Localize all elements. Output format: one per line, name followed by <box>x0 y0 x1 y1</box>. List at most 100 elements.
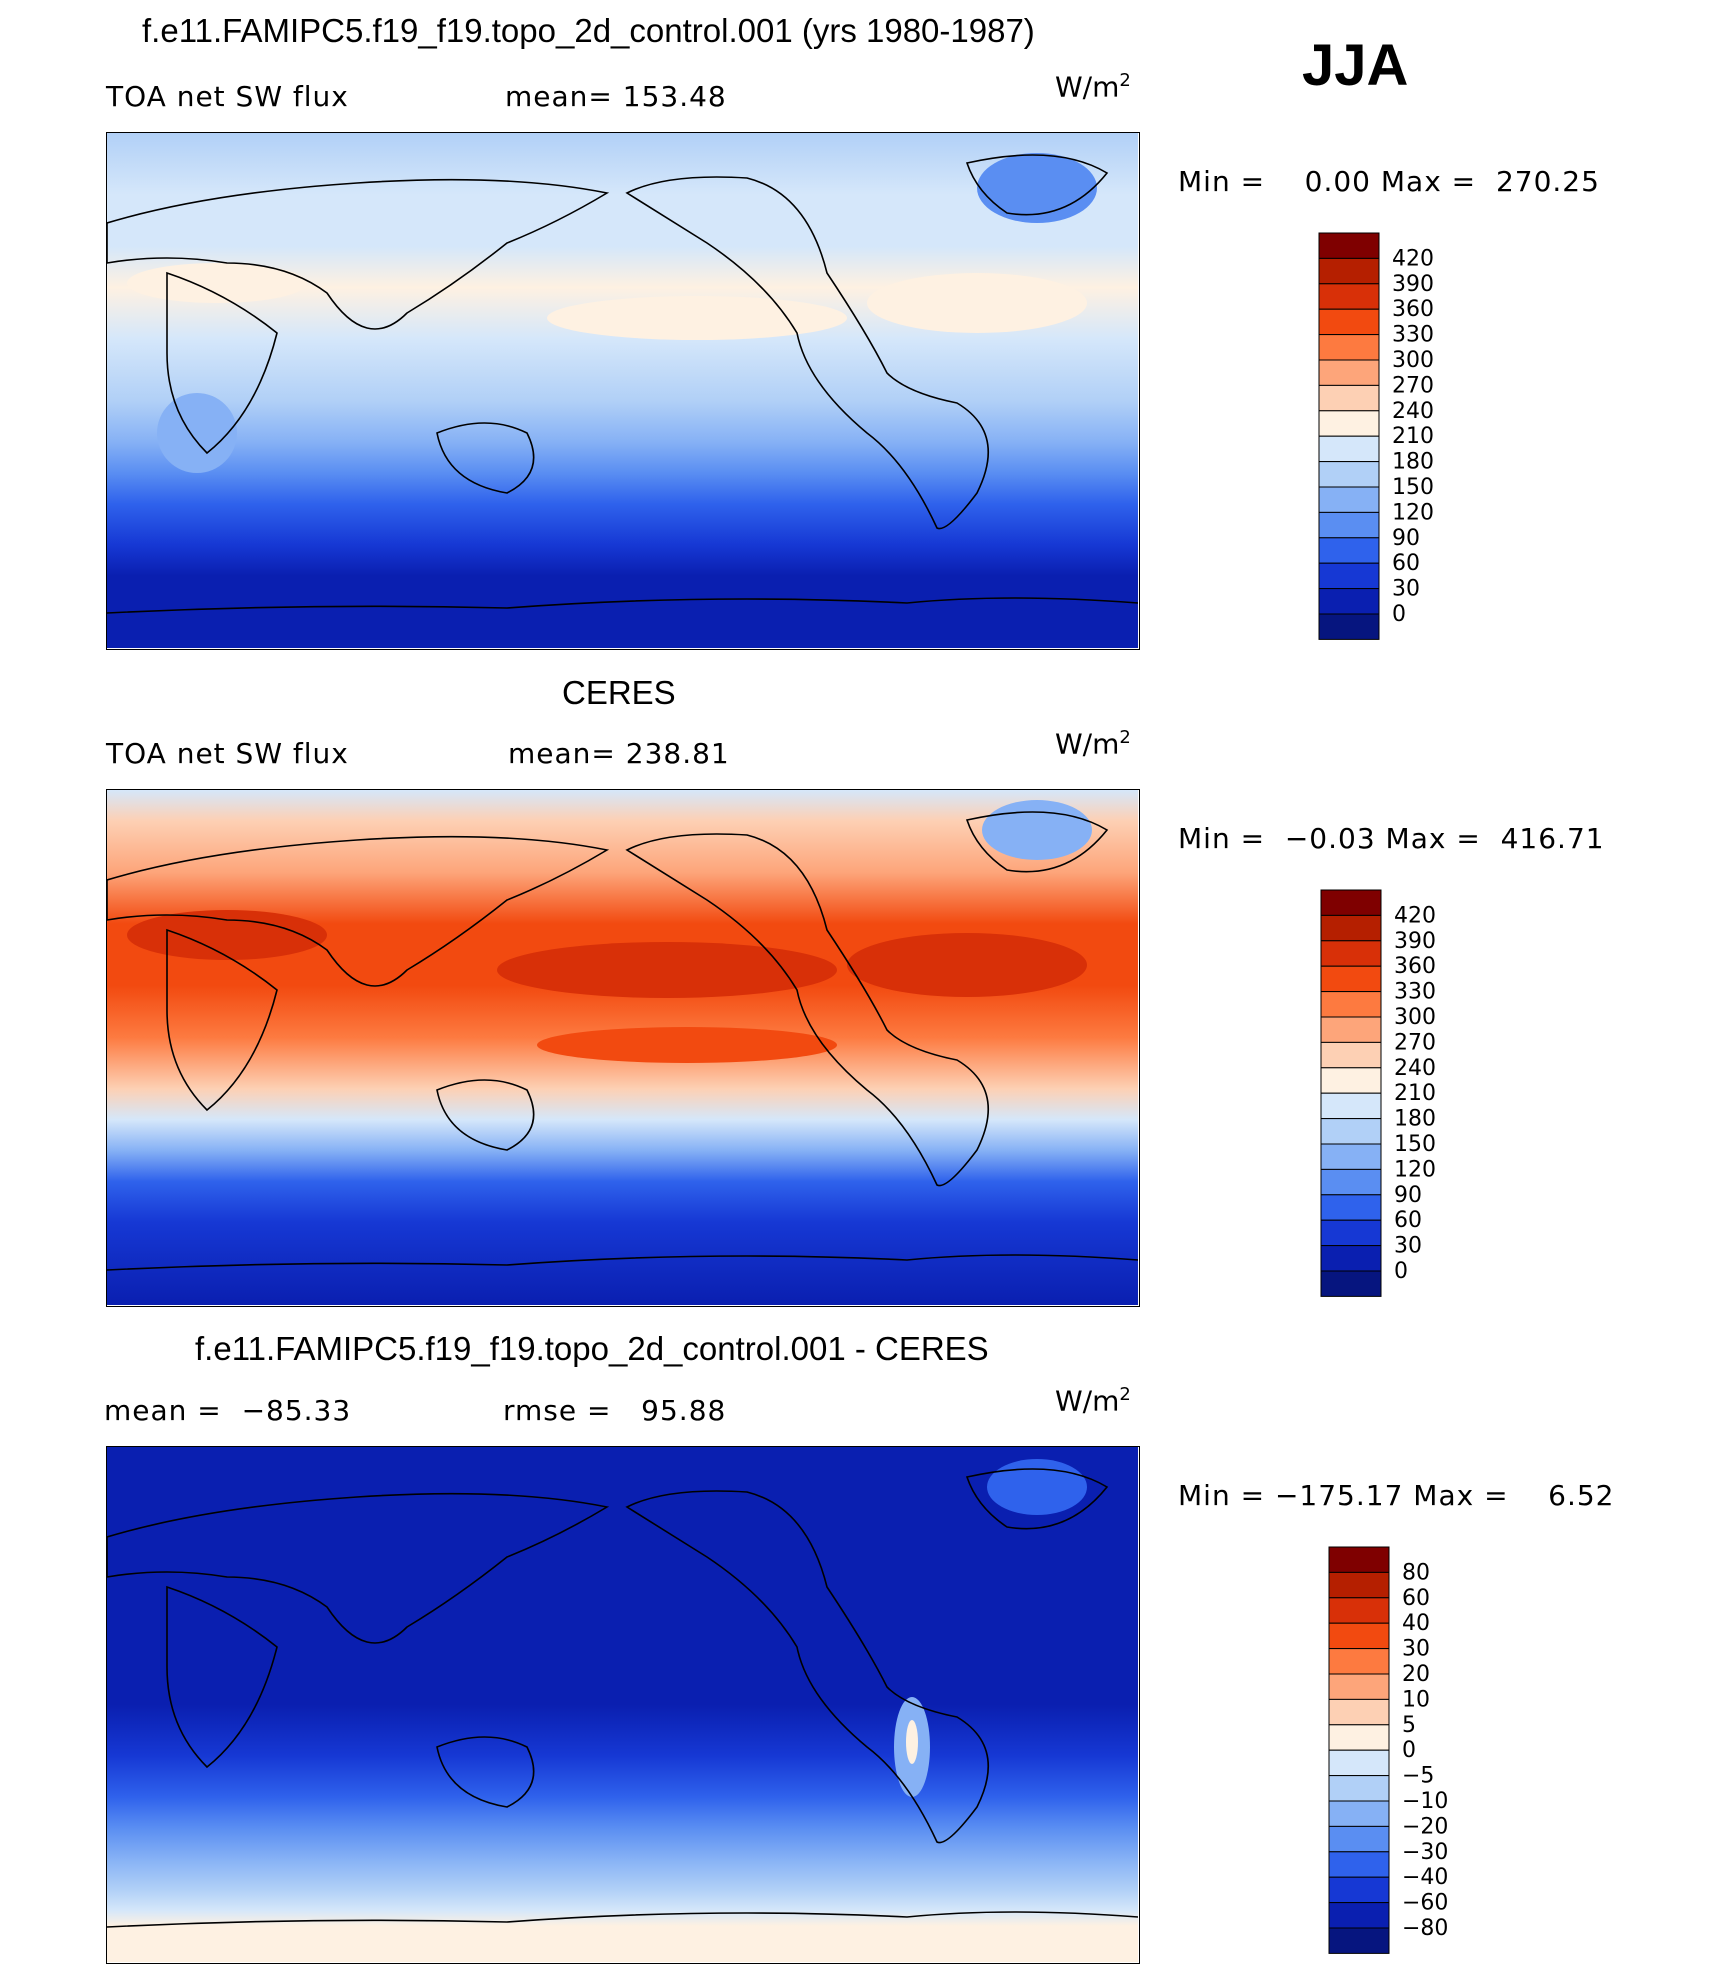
season-label: JJA <box>1302 33 1409 98</box>
colorbar-tick-label: 60 <box>1394 1208 1422 1233</box>
colorbar-swatch <box>1328 1622 1390 1650</box>
panel1-map <box>106 132 1140 650</box>
colorbar-swatch <box>1318 334 1380 361</box>
colorbar-tick-label: 10 <box>1402 1687 1430 1712</box>
colorbar-swatch <box>1320 1092 1382 1120</box>
colorbar-swatch <box>1318 308 1380 336</box>
panel3-rmse-label: rmse = 95.88 <box>503 1394 727 1427</box>
colorbar-swatch <box>1320 940 1382 967</box>
colorbar-tick-label: −40 <box>1402 1865 1448 1890</box>
colorbar-tick-label: −20 <box>1402 1814 1448 1839</box>
colorbar-tick-label: 150 <box>1392 475 1434 500</box>
colorbar-tick-label: 330 <box>1394 980 1436 1005</box>
colorbar-tick-label: 40 <box>1402 1611 1430 1636</box>
colorbar-tick-label: −60 <box>1402 1891 1448 1916</box>
panel1-colorbar: 420 390 360 330 300 270 240 210 180 150 120 90 60 30 0 <box>1318 232 1538 647</box>
colorbar-tick-label: 330 <box>1392 323 1434 348</box>
colorbar-swatch <box>1328 1902 1390 1929</box>
colorbar-tick-label: 210 <box>1392 424 1434 449</box>
panel1-minmax: Min = 0.00 Max = 270.25 <box>1178 165 1600 198</box>
colorbar-swatch <box>1328 1648 1390 1675</box>
colorbar-tick-label: 360 <box>1392 297 1434 322</box>
colorbar-swatch <box>1328 1546 1390 1573</box>
colorbar-tick-label: 240 <box>1394 1056 1436 1081</box>
panel1-left-label: TOA net SW flux <box>106 80 349 113</box>
colorbar-swatch <box>1318 562 1380 590</box>
colorbar-swatch <box>1318 588 1380 615</box>
colorbar-swatch <box>1318 613 1380 640</box>
colorbar-swatch <box>1320 1016 1382 1043</box>
colorbar-tick-label: 390 <box>1394 929 1436 954</box>
panel2-title: CERES <box>562 674 676 711</box>
colorbar-tick-label: 0 <box>1392 602 1406 627</box>
colorbar-tick-label: 150 <box>1394 1132 1436 1157</box>
colorbar-swatch <box>1320 965 1382 993</box>
colorbar-tick-label: 300 <box>1392 348 1434 373</box>
colorbar-tick-label: 90 <box>1392 526 1420 551</box>
colorbar-tick-label: 240 <box>1392 399 1434 424</box>
panel2-map <box>106 789 1140 1307</box>
panel3-map <box>106 1446 1140 1964</box>
panel1-units: W/m2 <box>1055 70 1131 104</box>
colorbar-swatch <box>1328 1851 1390 1878</box>
colorbar-swatch <box>1318 257 1380 285</box>
colorbar-swatch <box>1328 1775 1390 1802</box>
colorbar-swatch <box>1318 232 1380 259</box>
colorbar-swatch <box>1328 1698 1390 1726</box>
colorbar-swatch <box>1320 1270 1382 1297</box>
colorbar-tick-label: 360 <box>1394 954 1436 979</box>
colorbar-tick-label: 210 <box>1394 1081 1436 1106</box>
colorbar-tick-label: 120 <box>1392 500 1434 525</box>
colorbar-tick-label: 180 <box>1394 1107 1436 1132</box>
colorbar-tick-label: 60 <box>1392 551 1420 576</box>
panel2-left-label: TOA net SW flux <box>106 737 349 770</box>
colorbar-tick-label: 5 <box>1402 1713 1416 1738</box>
colorbar-swatch <box>1318 410 1380 437</box>
colorbar-tick-label: 270 <box>1392 373 1434 398</box>
colorbar-tick-label: 90 <box>1394 1183 1422 1208</box>
panel2-map-svg <box>107 790 1138 1305</box>
colorbar-swatch <box>1328 1749 1390 1777</box>
panel2-units: W/m2 <box>1055 727 1131 761</box>
colorbar-swatch <box>1328 1571 1390 1599</box>
colorbar-tick-label: 420 <box>1392 246 1434 271</box>
colorbar-swatch <box>1328 1597 1390 1624</box>
colorbar-tick-label: −30 <box>1402 1840 1448 1865</box>
colorbar-tick-label: −5 <box>1402 1764 1434 1789</box>
colorbar-swatch <box>1318 486 1380 513</box>
panel1-mean-label: mean= 153.48 <box>505 80 727 113</box>
panel3-minmax: Min = −175.17 Max = 6.52 <box>1178 1479 1615 1512</box>
panel3-colorbar: 80 60 40 30 20 10 5 0 −5 −10 −20 −30 −40 −60 −80 <box>1328 1546 1548 1961</box>
colorbar-swatch <box>1320 991 1382 1018</box>
panel3-mean-label: mean = −85.33 <box>104 1394 352 1427</box>
panel2-colorbar: 420 390 360 330 300 270 240 210 180 150 120 90 60 30 0 <box>1320 889 1540 1304</box>
colorbar-tick-label: 390 <box>1392 272 1434 297</box>
colorbar-swatch <box>1318 435 1380 463</box>
colorbar-tick-label: 0 <box>1402 1738 1416 1763</box>
colorbar-swatch <box>1318 384 1380 412</box>
colorbar-swatch <box>1320 914 1382 942</box>
colorbar-swatch <box>1320 1194 1382 1221</box>
colorbar-tick-label: 30 <box>1392 577 1420 602</box>
colorbar-tick-label: 60 <box>1402 1586 1430 1611</box>
panel3-title: f.e11.FAMIPC5.f19_f19.topo_2d_control.00… <box>195 1330 989 1367</box>
colorbar-swatch <box>1328 1825 1390 1853</box>
colorbar-tick-label: 30 <box>1402 1637 1430 1662</box>
colorbar-swatch <box>1318 537 1380 564</box>
colorbar-swatch <box>1328 1673 1390 1700</box>
colorbar-swatch <box>1318 461 1380 488</box>
panel1-map-svg <box>107 133 1138 648</box>
panel3-map-svg <box>107 1447 1138 1962</box>
colorbar-swatch <box>1318 359 1380 386</box>
colorbar-swatch <box>1320 889 1382 916</box>
colorbar-swatch <box>1328 1876 1390 1904</box>
colorbar-tick-label: 180 <box>1392 450 1434 475</box>
colorbar-swatch <box>1320 1067 1382 1094</box>
colorbar-swatch <box>1320 1143 1382 1170</box>
colorbar-swatch <box>1328 1800 1390 1827</box>
colorbar-swatch <box>1320 1041 1382 1069</box>
colorbar-swatch <box>1318 283 1380 310</box>
panel1-title: f.e11.FAMIPC5.f19_f19.topo_2d_control.00… <box>142 12 1035 49</box>
